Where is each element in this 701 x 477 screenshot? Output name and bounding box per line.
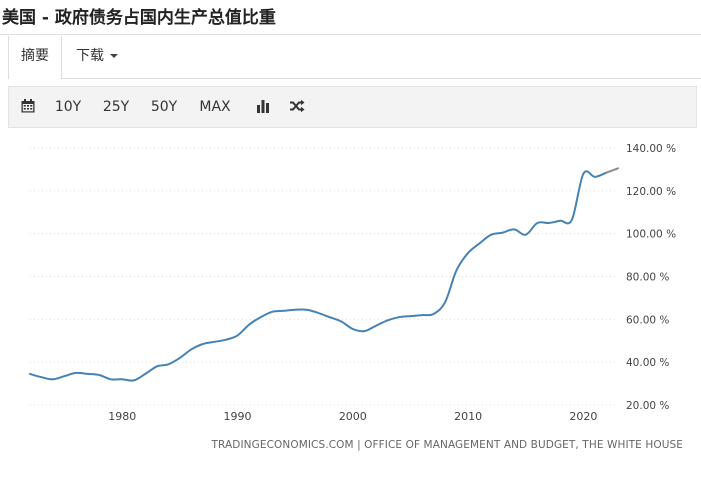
y-tick-label: 80.00 % [626, 272, 669, 284]
y-tick-label: 100.00 % [626, 229, 676, 241]
y-tick-label: 20.00 % [626, 400, 669, 412]
calendar-button[interactable] [17, 87, 39, 127]
range-10y-button[interactable]: 10Y [54, 99, 82, 115]
bar-chart-icon [257, 99, 269, 113]
y-tick-label: 40.00 % [626, 357, 669, 369]
compare-button[interactable] [285, 87, 309, 127]
y-tick-label: 120.00 % [626, 186, 676, 198]
y-tick-label: 60.00 % [626, 314, 669, 326]
x-tick-label: 2000 [339, 410, 367, 423]
tab-bar: 摘要 下载 [8, 36, 701, 79]
chart-type-button[interactable] [252, 87, 274, 127]
x-tick-label: 2010 [454, 410, 482, 423]
x-tick-label: 1990 [224, 410, 252, 423]
y-tick-label: 140.00 % [626, 143, 676, 155]
range-max-button[interactable]: MAX [199, 99, 231, 115]
line-chart: 20.00 % 40.00 % 60.00 % 80.00 % 100.00 % 120.… [29, 143, 676, 423]
page-title: 美国 - 政府债务占国内生产总值比重 [2, 8, 276, 28]
range-25y-button[interactable]: 25Y [102, 99, 130, 115]
range-50y-button[interactable]: 50Y [150, 99, 178, 115]
download-label: 下载 [76, 48, 104, 64]
download-dropdown[interactable]: 下载 [64, 36, 130, 78]
chart-area: 20.00 % 40.00 % 60.00 % 80.00 % 100.00 % 120.… [8, 128, 701, 473]
x-tick-label: 2020 [569, 410, 597, 423]
series-line [29, 170, 608, 382]
calendar-icon [21, 98, 35, 112]
tab-summary[interactable]: 摘要 [8, 36, 62, 79]
x-tick-label: 1980 [108, 410, 136, 423]
shuffle-icon [290, 99, 305, 112]
chart-toolbar: 10Y 25Y 50Y MAX [8, 86, 697, 128]
caret-down-icon [110, 54, 118, 58]
title-divider [0, 34, 701, 35]
source-attribution: TRADINGECONOMICS.COM | OFFICE OF MANAGEM… [211, 439, 683, 451]
series-line-forecast [605, 167, 619, 174]
